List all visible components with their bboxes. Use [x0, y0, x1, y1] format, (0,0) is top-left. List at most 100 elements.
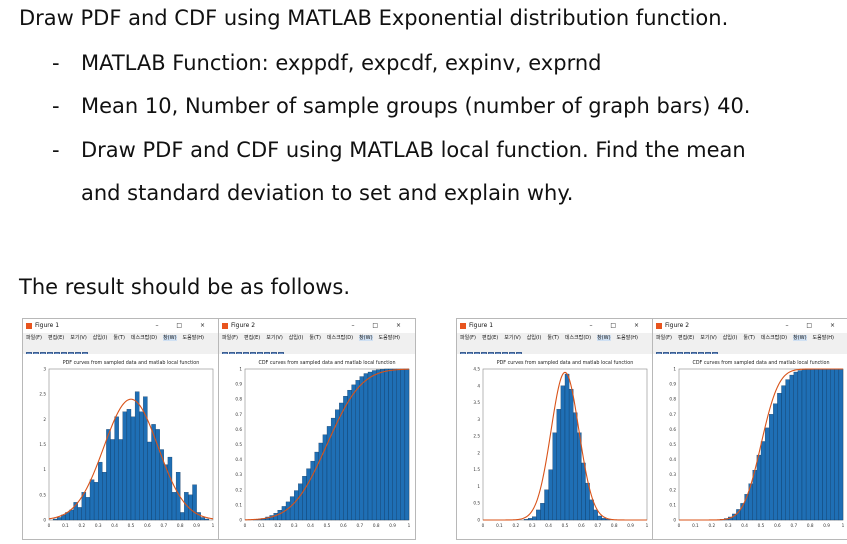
x-tick-label: 0 — [678, 523, 681, 528]
x-tick-label: 0.9 — [193, 523, 200, 528]
x-tick-label: 0.3 — [725, 523, 732, 528]
histogram-bar — [180, 512, 185, 521]
histogram-bar — [118, 439, 123, 521]
y-tick-label: 0.9 — [669, 382, 676, 387]
menu-item[interactable]: 툴(T) — [309, 335, 321, 341]
menu-item[interactable]: 파일(F) — [460, 335, 476, 341]
x-tick-label: 0.5 — [324, 523, 331, 528]
histogram-bar — [830, 368, 835, 521]
histogram-bar — [77, 507, 82, 521]
histogram-bar — [396, 368, 401, 521]
menu-item[interactable]: 보기(V) — [266, 335, 283, 341]
menu-item[interactable]: 편집(E) — [243, 335, 261, 341]
menu-item[interactable]: 툴(T) — [113, 335, 125, 341]
histogram-bar — [204, 518, 210, 521]
histogram-bar — [134, 391, 140, 521]
window-title-bar[interactable]: Figure 2 – □ × — [219, 319, 415, 333]
menu-item[interactable]: 편집(E) — [481, 335, 499, 341]
histogram-bar — [359, 376, 365, 521]
menu-item[interactable]: 보기(V) — [504, 335, 521, 341]
histogram-bar — [577, 432, 582, 521]
menu-item[interactable]: 도움말(H) — [812, 335, 834, 341]
histogram-bar — [343, 396, 348, 521]
menu-item[interactable]: 삽입(I) — [722, 335, 738, 341]
y-tick-label: 0.5 — [39, 492, 46, 497]
histogram-bar — [376, 369, 381, 521]
histogram-bar — [552, 432, 557, 521]
bullet-marker-2: - — [52, 94, 60, 118]
menu-item[interactable]: 편집(E) — [47, 335, 65, 341]
histogram-bar — [302, 476, 307, 521]
x-tick-label: 0.6 — [578, 523, 585, 528]
histogram-bar — [192, 484, 197, 521]
menu-item[interactable]: 삽입(I) — [526, 335, 542, 341]
x-tick-label: 0.9 — [389, 523, 396, 528]
y-tick-label: 0.6 — [669, 427, 676, 432]
histogram-bar — [322, 434, 328, 521]
chart-title: PDF curves from sampled data and matlab … — [63, 360, 200, 366]
x-tick-label: 0.2 — [512, 523, 519, 528]
menu-item[interactable]: 툴(T) — [743, 335, 755, 341]
menu-item[interactable]: 창(W) — [597, 335, 611, 341]
menu-item[interactable]: 도움말(H) — [378, 335, 400, 341]
chart-title: CDF curves from sampled data and matlab … — [259, 360, 396, 366]
menu-item[interactable]: 파일(F) — [222, 335, 238, 341]
menu-item[interactable]: 보기(V) — [700, 335, 717, 341]
y-tick-label: 0.2 — [235, 487, 242, 492]
y-tick-label: 0.8 — [669, 397, 676, 402]
histogram-bar — [789, 374, 794, 521]
menu-item[interactable]: 삽입(I) — [92, 335, 108, 341]
window-controls[interactable]: – □ × — [351, 322, 409, 329]
histogram-bar — [93, 482, 99, 521]
menu-item[interactable]: 편집(E) — [677, 335, 695, 341]
window-controls[interactable]: – □ × — [155, 322, 213, 329]
histogram-bar — [826, 368, 831, 521]
menu-item[interactable]: 데스크탑(D) — [760, 335, 788, 341]
figure-toolbar — [23, 343, 219, 358]
menu-item[interactable]: 창(W) — [163, 335, 177, 341]
y-tick-label: 0.9 — [235, 382, 242, 387]
menu-item[interactable]: 데스크탑(D) — [326, 335, 354, 341]
x-tick-label: 0.6 — [774, 523, 781, 528]
matlab-logo-icon — [222, 323, 228, 329]
menu-item[interactable]: 보기(V) — [70, 335, 87, 341]
y-tick-label: 4.5 — [473, 367, 480, 372]
x-tick-label: 0.7 — [790, 523, 797, 528]
menu-item[interactable]: 파일(F) — [26, 335, 42, 341]
window-title-bar[interactable]: Figure 1 – □ × — [23, 319, 219, 333]
bullet-3: Draw PDF and CDF using MATLAB local func… — [81, 138, 746, 162]
menu-item[interactable]: 창(W) — [793, 335, 807, 341]
menu-item[interactable]: 데스크탑(D) — [564, 335, 592, 341]
histogram-bar — [388, 368, 393, 521]
y-tick-label: 1 — [673, 367, 676, 372]
menu-item[interactable]: 도움말(H) — [616, 335, 638, 341]
histogram-bar — [797, 370, 803, 521]
menu-item[interactable]: 파일(F) — [656, 335, 672, 341]
histogram-bar — [314, 451, 319, 521]
window-controls[interactable]: – □ × — [785, 322, 843, 329]
histogram-bar — [536, 509, 541, 521]
histogram-bar — [339, 402, 344, 521]
y-tick-label: 0.3 — [235, 472, 242, 477]
x-tick-label: 0.8 — [807, 523, 814, 528]
x-tick-label: 0.3 — [95, 523, 102, 528]
histogram-bar — [568, 388, 574, 521]
x-tick-label: 0 — [482, 523, 485, 528]
window-title: Figure 2 — [665, 322, 690, 329]
window-title-bar[interactable]: Figure 2 – □ × — [653, 319, 847, 333]
window-title-bar[interactable]: Figure 1 – □ × — [457, 319, 653, 333]
y-tick-label: 0.3 — [669, 472, 676, 477]
chart-svg: CDF curves from sampled data and matlab … — [235, 360, 410, 528]
window-controls[interactable]: – □ × — [589, 322, 647, 329]
chart-title: PDF curves from sampled data and matlab … — [497, 360, 634, 366]
menu-item[interactable]: 창(W) — [359, 335, 373, 341]
y-tick-label: 0 — [239, 518, 242, 523]
menu-item[interactable]: 툴(T) — [547, 335, 559, 341]
x-tick-label: 0.4 — [741, 523, 748, 528]
menu-item[interactable]: 데스크탑(D) — [130, 335, 158, 341]
histogram-bar — [834, 368, 840, 521]
histogram-bar — [785, 379, 790, 521]
menu-item[interactable]: 삽입(I) — [288, 335, 304, 341]
histogram-bar — [281, 506, 287, 521]
menu-item[interactable]: 도움말(H) — [182, 335, 204, 341]
